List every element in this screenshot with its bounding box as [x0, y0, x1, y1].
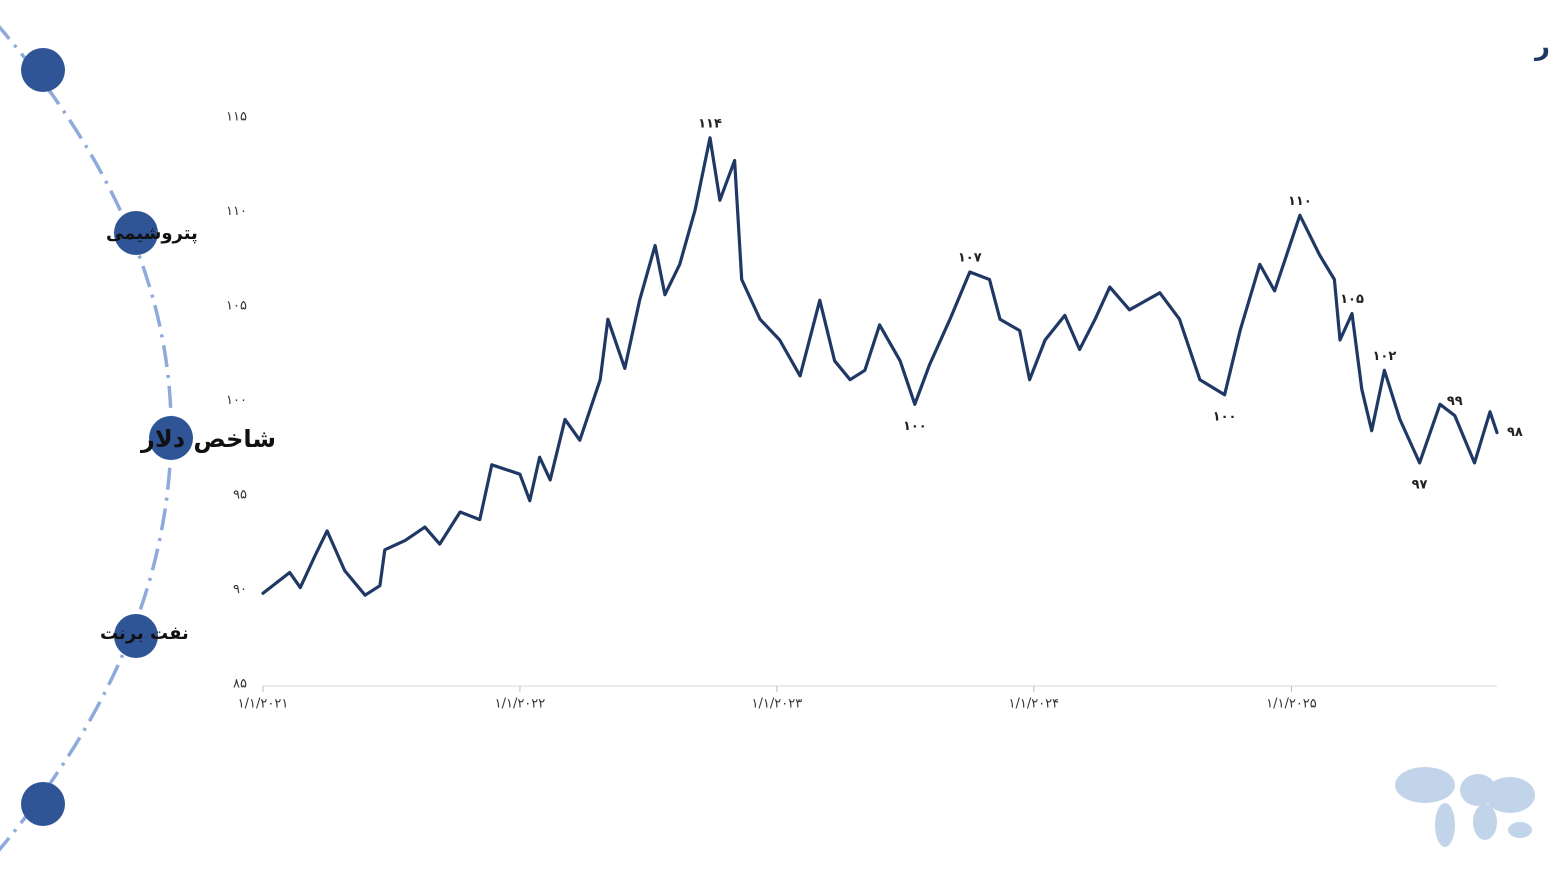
data-label: ۹۹ [1447, 394, 1463, 409]
y-tick-label: ۱۱۵ [226, 110, 247, 125]
data-label: ۹۷ [1412, 477, 1428, 492]
timeline-dot[interactable] [114, 614, 158, 658]
nav-item[interactable]: نفت برنت [100, 623, 189, 644]
data-label: ۱۰۰ [903, 419, 927, 434]
x-tick-label: ۱/۱/۲۰۲۴ [1008, 697, 1059, 712]
x-tick-label: ۱/۱/۲۰۲۲ [495, 697, 546, 712]
data-label: ۱۰۲ [1372, 349, 1396, 364]
chart-title: شاخص دلار [1533, 32, 1551, 62]
line-series [261, 136, 1499, 597]
x-tick-label: ۱/۱/۲۰۲۱ [238, 697, 289, 712]
timeline-dot[interactable] [21, 782, 65, 826]
y-tick-label: ۹۵ [233, 488, 247, 503]
nav-item-active[interactable]: شاخص دلار [140, 425, 276, 453]
y-tick-label: ۱۰۰ [226, 393, 247, 408]
nav-item[interactable]: پتروشیمی [106, 223, 198, 244]
y-tick-label: ۱۱۰ [226, 204, 247, 219]
timeline-dot[interactable] [114, 211, 158, 255]
y-tick-label: ۸۵ [233, 677, 247, 692]
x-tick-label: ۱/۱/۲۰۲۵ [1266, 697, 1317, 712]
timeline-dot[interactable] [149, 416, 193, 460]
y-tick-label: ۱۰۵ [226, 299, 247, 314]
data-label: ۱۰۰ [1213, 409, 1237, 424]
data-label: ۱۰۵ [1340, 292, 1364, 307]
data-label: ۱۱۴ [698, 116, 722, 131]
world-map-icon [1395, 767, 1535, 847]
x-tick-label: ۱/۱/۲۰۲۳ [752, 697, 803, 712]
data-label: ۱۰۷ [958, 250, 982, 265]
data-label: ۹۸ [1507, 425, 1523, 440]
y-tick-label: ۹۰ [233, 582, 247, 597]
data-label: ۱۱۰ [1288, 194, 1312, 209]
timeline-dot[interactable] [21, 48, 65, 92]
